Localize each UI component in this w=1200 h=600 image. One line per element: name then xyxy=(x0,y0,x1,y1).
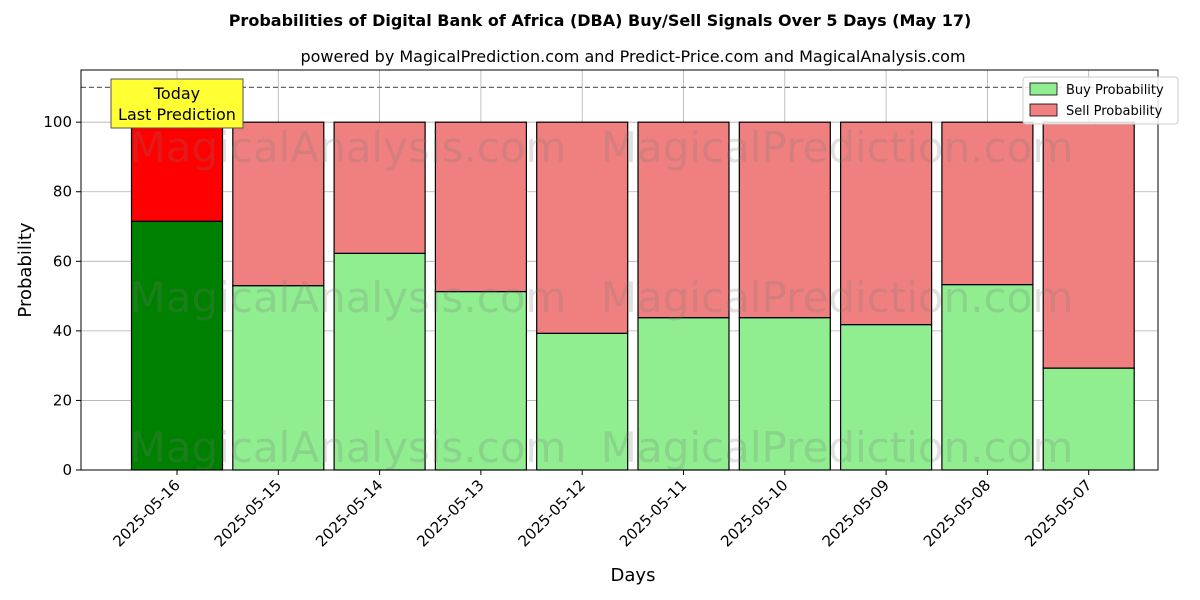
sell-bar xyxy=(839,121,933,326)
bars xyxy=(130,121,1135,471)
sell-bar xyxy=(434,121,527,293)
legend-label: Buy Probability xyxy=(1066,83,1164,98)
chart-title: Probabilities of Digital Bank of Africa … xyxy=(229,11,972,30)
x-tick-label: 2025-05-15 xyxy=(211,476,285,550)
annotation-text: Today xyxy=(153,84,200,103)
watermark-text: MagicalAnalysis.com xyxy=(130,423,567,472)
sell-bar xyxy=(333,121,426,254)
sell-bar xyxy=(130,121,224,222)
x-tick-label: 2025-05-11 xyxy=(616,476,690,550)
sell-bar xyxy=(941,121,1034,286)
sell-bar xyxy=(1042,121,1135,369)
y-tick-label: 40 xyxy=(53,322,72,340)
x-axis: 2025-05-16 2025-05-15 2025-05-14 2025-05-13… xyxy=(109,470,1096,550)
sell-bar xyxy=(738,121,831,319)
watermark-text: MagicalPrediction.com xyxy=(601,273,1074,322)
watermarks: MagicalAnalysis.com MagicalPrediction.com… xyxy=(130,123,1074,472)
y-tick-label: 100 xyxy=(43,113,72,131)
x-tick-label: 2025-05-07 xyxy=(1021,476,1095,550)
y-tick-label: 0 xyxy=(62,461,72,479)
y-tick-label: 80 xyxy=(53,183,72,201)
sell-bar xyxy=(536,121,629,334)
buy-bar xyxy=(738,317,831,471)
y-axis-label: Probability xyxy=(15,222,36,317)
today-annotation: Today Last Prediction xyxy=(110,78,244,129)
x-tick-label: 2025-05-14 xyxy=(312,476,386,550)
x-tick-label: 2025-05-12 xyxy=(515,476,589,550)
watermark-text: MagicalPrediction.com xyxy=(601,423,1074,472)
legend-box xyxy=(1022,76,1179,125)
legend-swatch xyxy=(1029,82,1058,96)
y-tick-label: 60 xyxy=(53,252,72,270)
buy-bar xyxy=(536,332,629,471)
annotation-text: Last Prediction xyxy=(118,105,236,124)
legend-swatch xyxy=(1029,103,1058,117)
buy-bar xyxy=(941,284,1034,471)
y-tick-label: 20 xyxy=(53,391,72,409)
sell-bar xyxy=(637,121,730,319)
buy-bar xyxy=(333,252,426,471)
x-tick-label: 2025-05-13 xyxy=(413,476,487,550)
watermark-text: MagicalPrediction.com xyxy=(601,123,1074,172)
x-axis-label: Days xyxy=(611,565,656,586)
annotation-box xyxy=(110,78,244,129)
sell-bar xyxy=(232,121,325,287)
x-tick-label: 2025-05-16 xyxy=(109,476,183,550)
legend: Buy Probability Sell Probability xyxy=(1022,76,1179,125)
x-tick-label: 2025-05-10 xyxy=(717,476,791,550)
legend-label: Sell Probability xyxy=(1066,104,1163,119)
y-axis: 0 20 40 60 80 100 xyxy=(43,113,81,479)
buy-bar xyxy=(434,290,527,471)
buy-bar xyxy=(1042,367,1135,471)
x-tick-label: 2025-05-08 xyxy=(920,476,994,550)
watermark-text: MagicalAnalysis.com xyxy=(130,123,567,172)
plot-frame xyxy=(80,69,1159,471)
buy-bar xyxy=(839,324,933,471)
buy-bar xyxy=(637,317,730,471)
watermark-text: MagicalAnalysis.com xyxy=(130,273,567,322)
chart-subtitle: powered by MagicalPrediction.com and Pre… xyxy=(300,47,965,66)
x-tick-label: 2025-05-09 xyxy=(819,476,893,550)
buy-bar xyxy=(130,220,224,471)
